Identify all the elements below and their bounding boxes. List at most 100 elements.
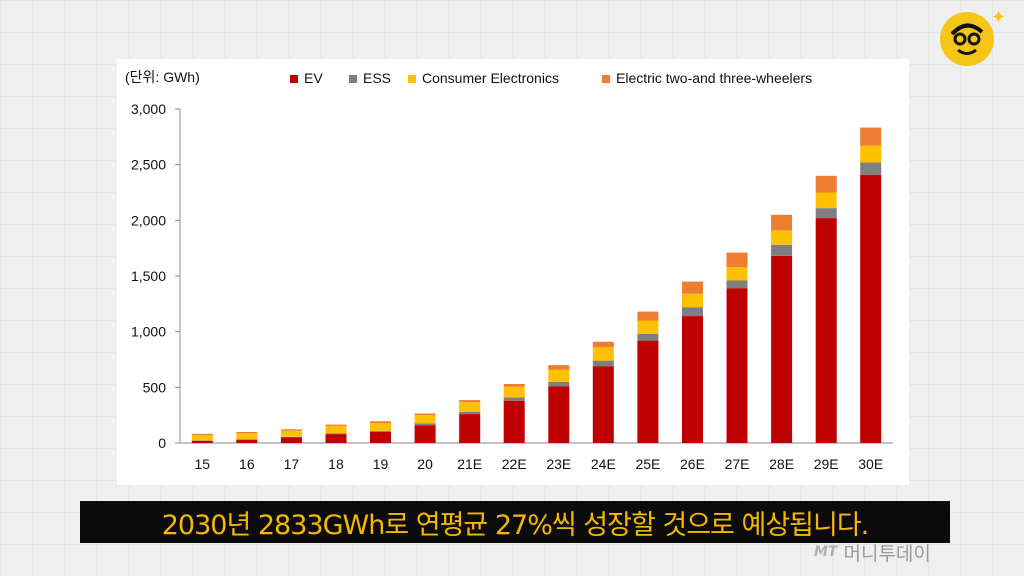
chart-panel: (단위: GWh) EV ESS Consumer Electronics Elect…	[117, 59, 909, 485]
bar-segment	[637, 340, 659, 443]
legend-label: Electric two-and three-wheelers	[616, 70, 812, 86]
x-tick-label: 29E	[814, 456, 839, 472]
bar-segment	[860, 145, 882, 163]
bar-segment	[236, 432, 258, 434]
bar-segment	[682, 293, 703, 308]
bar-segment	[771, 230, 793, 245]
x-tick-label: 21E	[457, 456, 482, 472]
bar-segment	[726, 280, 748, 289]
bar-segment	[459, 411, 481, 414]
bar-segment	[370, 430, 391, 432]
bar-segment	[548, 381, 570, 387]
bar-segment	[370, 421, 391, 423]
bar-segment	[682, 281, 703, 294]
bar-segment	[503, 386, 525, 398]
legend-swatch	[349, 75, 357, 83]
bar-segment	[771, 256, 793, 443]
bar-segment	[726, 288, 748, 443]
bar-segment	[592, 347, 614, 361]
bar-segment	[325, 433, 347, 435]
bar-segment	[503, 384, 525, 387]
legend-swatch	[602, 75, 610, 83]
subtitle-text: 2030년 2833GWh로 연평균 27%씩 성장할 것으로 예상됩니다.	[161, 509, 870, 541]
x-tick-label: 27E	[725, 456, 750, 472]
bar-segment	[548, 365, 570, 370]
legend-swatch	[408, 75, 416, 83]
bar-segment	[280, 430, 302, 437]
bar-segment	[726, 252, 748, 268]
bar-segment	[860, 174, 882, 443]
bar-segment	[325, 424, 347, 426]
bar-segment	[682, 307, 703, 317]
bar-segment	[815, 175, 837, 193]
bar-segment	[548, 386, 570, 443]
bar-segment	[503, 397, 525, 401]
y-tick-label: 2,500	[131, 157, 166, 173]
bar-segment	[414, 423, 436, 426]
bar-segment	[236, 433, 258, 440]
x-tick-label: 30E	[858, 456, 883, 472]
y-tick-label: 3,000	[131, 101, 166, 117]
bar-segment	[592, 366, 614, 443]
bar-segment	[414, 425, 436, 443]
x-tick-label: 22E	[502, 456, 527, 472]
bar-segment	[191, 440, 213, 443]
bar-segment	[325, 434, 347, 443]
bar-segment	[503, 400, 525, 443]
bar-segment	[771, 244, 793, 256]
y-tick-label: 1,500	[131, 268, 166, 284]
x-tick-label: 26E	[680, 456, 705, 472]
bar-segment	[860, 162, 882, 175]
sparkle-icon: ✦	[991, 7, 1007, 27]
bar-segment	[459, 400, 481, 403]
bar-segment	[414, 415, 436, 424]
cartoon-face-icon	[940, 12, 994, 66]
watermark: MT 머니투데이	[814, 539, 1014, 565]
y-tick-label: 500	[143, 379, 167, 395]
x-tick-label: 18	[328, 456, 344, 472]
legend-label: Consumer Electronics	[422, 70, 559, 86]
bar-segment	[815, 208, 837, 219]
x-tick-label: 17	[284, 456, 300, 472]
y-tick-label: 1,000	[131, 324, 166, 340]
bar-segment	[637, 320, 659, 334]
legend-swatch	[290, 75, 298, 83]
bar-segment	[592, 341, 614, 348]
subtitle-bar: 2030년 2833GWh로 연평균 27%씩 성장할 것으로 예상됩니다.	[80, 501, 950, 543]
bar-segment	[414, 413, 436, 416]
y-tick-label: 0	[158, 435, 166, 451]
unit-label: (단위: GWh)	[125, 69, 200, 85]
bar-segment	[280, 437, 302, 443]
x-tick-label: 20	[417, 456, 433, 472]
watermark-name: 머니투데이	[843, 542, 931, 565]
x-tick-label: 28E	[769, 456, 794, 472]
axes: 0 500 1,000 1,500 2,000 2,500 3,000 15 16 17 18 19 2…	[131, 101, 893, 472]
bar-segment	[637, 333, 659, 341]
x-tick-label: 25E	[635, 456, 660, 472]
legend-label: ESS	[363, 70, 391, 86]
bar-segment	[815, 192, 837, 209]
bar-segment	[325, 426, 347, 434]
stacked-bar-chart: (단위: GWh) EV ESS Consumer Electronics Elect…	[125, 69, 893, 472]
bar-segment	[370, 431, 391, 443]
bar-segment	[592, 360, 614, 367]
bar-segment	[280, 436, 302, 438]
bar-segment	[236, 439, 258, 443]
bar-segment	[860, 127, 882, 146]
bar-segment	[682, 316, 703, 443]
x-tick-label: 15	[194, 456, 210, 472]
bar-segment	[726, 267, 748, 281]
bar-segment	[191, 434, 213, 441]
y-tick-label: 2,000	[131, 212, 166, 228]
bar-segment	[459, 402, 481, 412]
x-tick-label: 23E	[546, 456, 571, 472]
bar-segment	[548, 369, 570, 382]
legend-label: EV	[304, 70, 323, 86]
x-tick-label: 16	[239, 456, 255, 472]
x-tick-label: 19	[373, 456, 389, 472]
bar-segment	[370, 423, 391, 431]
bar-segment	[280, 429, 302, 431]
watermark-prefix: MT	[814, 544, 838, 560]
bar-segment	[815, 218, 837, 443]
x-tick-label: 24E	[591, 456, 616, 472]
